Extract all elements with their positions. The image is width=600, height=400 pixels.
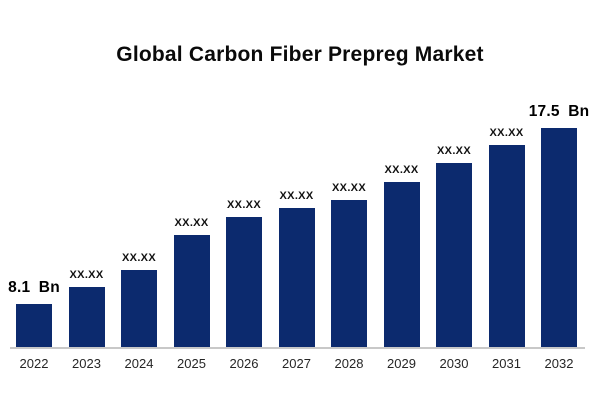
x-axis-tick-2024: 2024 — [124, 356, 154, 371]
bar-value-label-2026: XX.XX — [227, 199, 261, 211]
bar-2032 — [541, 128, 577, 347]
x-axis-tick-2032: 2032 — [544, 356, 574, 371]
x-axis-tick-2031: 2031 — [492, 356, 521, 371]
bar-2026 — [226, 217, 262, 347]
x-axis-tick-2022: 2022 — [19, 356, 49, 371]
x-axis-tick-2030: 2030 — [439, 356, 469, 371]
bar-2024 — [121, 270, 157, 347]
bar-value-label-2024: XX.XX — [122, 252, 156, 264]
bar-value-label-2028: XX.XX — [332, 182, 366, 194]
x-axis-tick-2023: 2023 — [72, 356, 101, 371]
bar-2029 — [383, 182, 420, 347]
bar-2025 — [173, 235, 210, 347]
x-axis-tick-2028: 2028 — [334, 356, 364, 371]
bar-value-label-2022: 8.1 Bn — [8, 279, 60, 296]
bar-value-label-2025: XX.XX — [174, 217, 209, 229]
x-axis-tick-2026: 2026 — [229, 356, 259, 371]
bar-2031 — [488, 145, 525, 347]
bar-value-label-2032: 17.5 Bn — [528, 103, 590, 120]
bar-2030 — [436, 163, 472, 347]
x-axis-tick-2029: 2029 — [387, 356, 416, 371]
bar-value-label-2030: XX.XX — [437, 145, 471, 157]
bar-2023 — [68, 287, 105, 347]
x-axis-tick-2027: 2027 — [282, 356, 311, 371]
x-axis-tick-2025: 2025 — [177, 356, 206, 371]
bar-value-label-2031: XX.XX — [489, 127, 524, 139]
bar-2028 — [331, 200, 367, 347]
chart-title: Global Carbon Fiber Prepreg Market — [116, 43, 484, 66]
bar-value-label-2027: XX.XX — [279, 190, 314, 202]
bar-2022 — [16, 304, 52, 347]
bar-value-label-2029: XX.XX — [384, 164, 419, 176]
x-axis-line — [10, 347, 585, 349]
bar-value-label-2023: XX.XX — [69, 269, 104, 281]
bar-2027 — [278, 208, 315, 347]
